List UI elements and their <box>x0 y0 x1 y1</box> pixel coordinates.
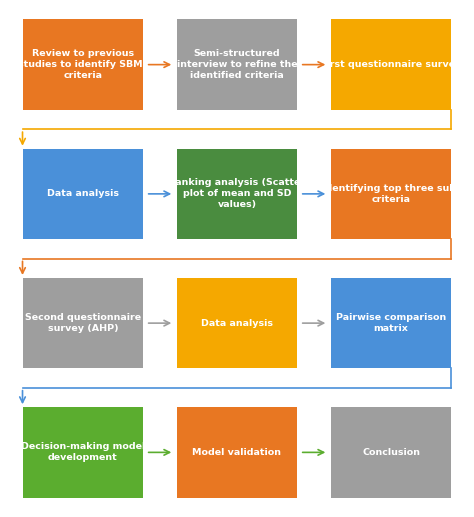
Text: Model validation: Model validation <box>192 448 282 457</box>
FancyBboxPatch shape <box>331 407 451 497</box>
FancyBboxPatch shape <box>22 149 143 239</box>
Text: Decision-making model
development: Decision-making model development <box>21 443 145 462</box>
Text: Identifying top three sub-
criteria: Identifying top three sub- criteria <box>322 184 460 204</box>
Text: First questionnaire survey: First questionnaire survey <box>320 60 462 69</box>
FancyBboxPatch shape <box>176 20 298 110</box>
Text: Data analysis: Data analysis <box>47 189 119 199</box>
Text: Conclusion: Conclusion <box>362 448 420 457</box>
FancyBboxPatch shape <box>176 407 298 497</box>
FancyBboxPatch shape <box>22 407 143 497</box>
Text: Second questionnaire
survey (AHP): Second questionnaire survey (AHP) <box>25 313 141 333</box>
FancyBboxPatch shape <box>331 20 451 110</box>
FancyBboxPatch shape <box>331 278 451 368</box>
FancyBboxPatch shape <box>22 278 143 368</box>
FancyBboxPatch shape <box>176 278 298 368</box>
Text: Ranking analysis (Scatter
plot of mean and SD
values): Ranking analysis (Scatter plot of mean a… <box>168 178 306 209</box>
Text: Review to previous
studies to identify SBMs
criteria: Review to previous studies to identify S… <box>18 49 148 80</box>
Text: Data analysis: Data analysis <box>201 318 273 328</box>
Text: Pairwise comparison
matrix: Pairwise comparison matrix <box>336 313 446 333</box>
FancyBboxPatch shape <box>22 20 143 110</box>
FancyBboxPatch shape <box>176 149 298 239</box>
FancyBboxPatch shape <box>331 149 451 239</box>
Text: Semi-structured
interview to refine the
identified criteria: Semi-structured interview to refine the … <box>177 49 297 80</box>
